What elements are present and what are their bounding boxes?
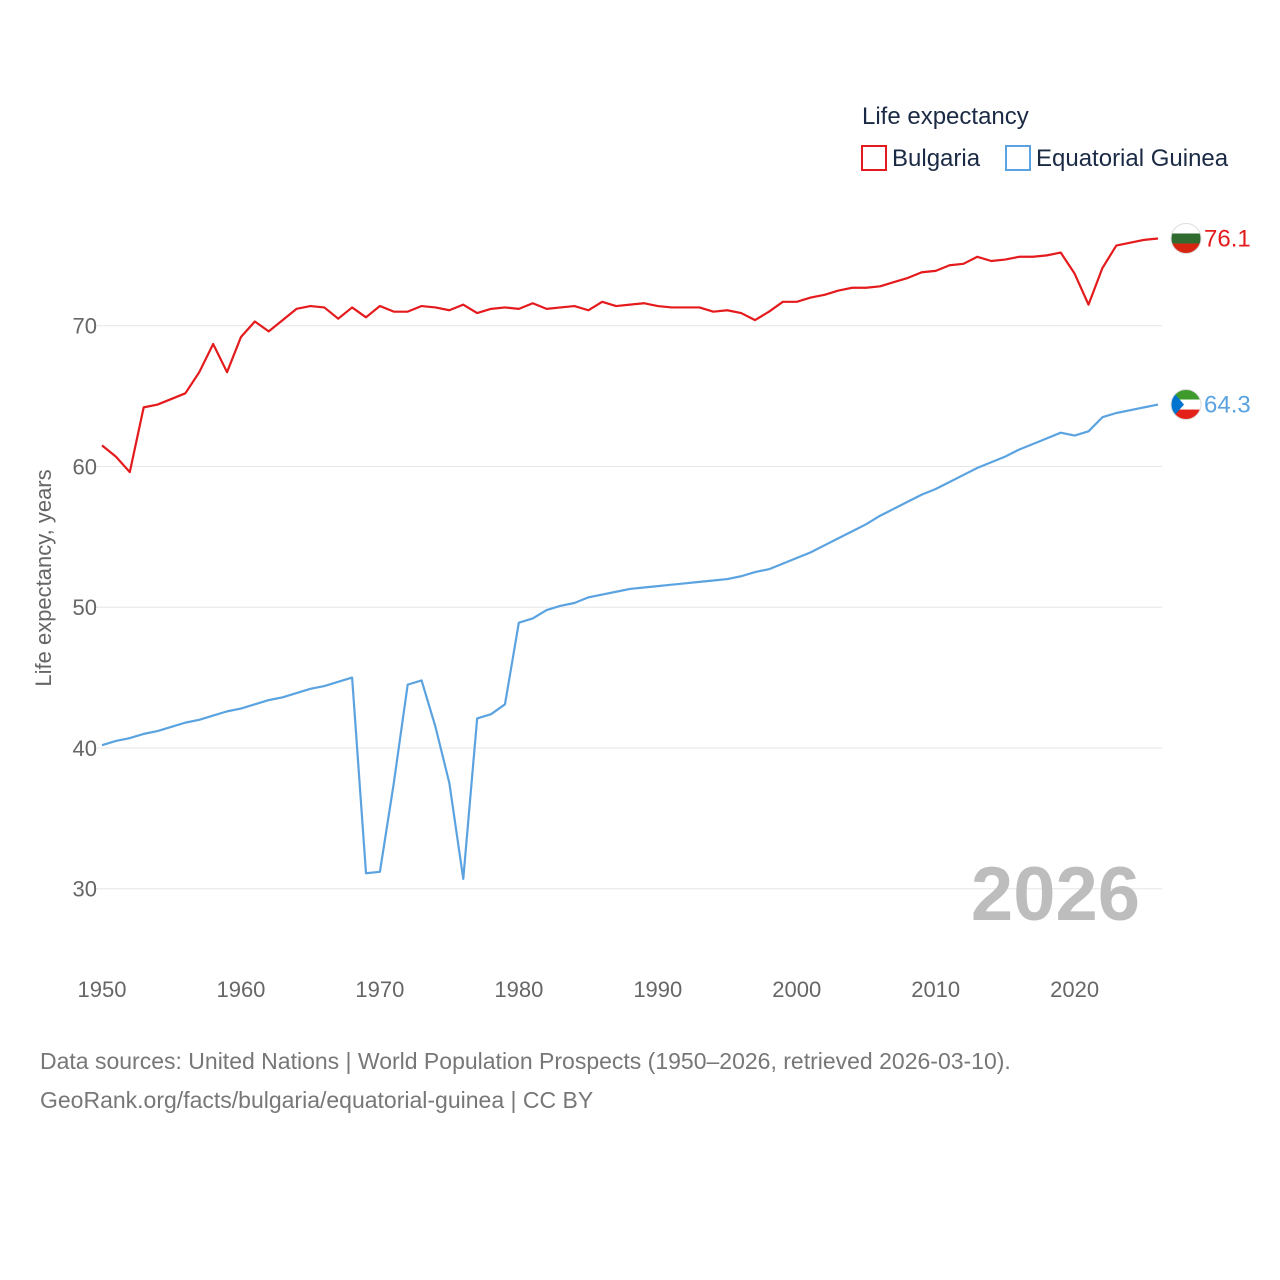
end-label-equatorial-guinea: 64.3 — [1204, 392, 1251, 419]
life-expectancy-chart: 30 40 50 60 70 1950 1960 1970 1980 1990 2000 2010 2… — [31, 103, 1251, 1002]
source-note: Data sources: United Nations | World Pop… — [40, 1042, 1260, 1120]
series-line-equatorial-guinea[interactable] — [101, 403, 1159, 880]
year-stamp: 2026 — [971, 852, 1140, 937]
y-tick-30: 30 — [73, 877, 97, 902]
x-tick-2010: 2010 — [911, 977, 960, 1002]
series-lines — [101, 237, 1159, 880]
flag-equatorial-guinea-icon — [1170, 389, 1202, 421]
y-tick-70: 70 — [73, 314, 97, 339]
legend-label-equatorial-guinea: Equatorial Guinea — [1036, 145, 1229, 172]
end-label-bulgaria: 76.1 — [1204, 225, 1251, 252]
series-end-markers: 76.1 64.3 — [1170, 222, 1251, 421]
legend-label-bulgaria: Bulgaria — [892, 145, 981, 172]
grid — [96, 325, 1162, 890]
legend-item-bulgaria[interactable]: Bulgaria — [861, 145, 981, 172]
source-line-data: Data sources: United Nations | World Pop… — [40, 1048, 1011, 1074]
x-axis: 1950 1960 1970 1980 1990 2000 2010 2020 — [78, 977, 1100, 1002]
series-line-bulgaria[interactable] — [101, 237, 1159, 474]
legend: Life expectancy Bulgaria Equatorial Guin… — [861, 103, 1229, 172]
y-axis-label: Life expectancy, years — [31, 469, 56, 686]
x-tick-1990: 1990 — [633, 977, 682, 1002]
source-line-site[interactable]: GeoRank.org/facts/bulgaria/equatorial-gu… — [40, 1087, 594, 1113]
x-tick-1970: 1970 — [355, 977, 404, 1002]
x-tick-1980: 1980 — [494, 977, 543, 1002]
y-tick-60: 60 — [73, 454, 97, 479]
legend-item-equatorial-guinea[interactable]: Equatorial Guinea — [1005, 145, 1229, 172]
y-tick-50: 50 — [73, 595, 97, 620]
x-tick-1950: 1950 — [78, 977, 127, 1002]
x-tick-1960: 1960 — [216, 977, 265, 1002]
flag-bulgaria-icon — [1170, 222, 1202, 254]
y-axis: 30 40 50 60 70 — [73, 314, 97, 902]
legend-swatch-bulgaria — [861, 145, 887, 171]
x-tick-2000: 2000 — [772, 977, 821, 1002]
legend-swatch-equatorial-guinea — [1005, 145, 1031, 171]
legend-title: Life expectancy — [862, 103, 1029, 130]
y-tick-40: 40 — [73, 736, 97, 761]
x-tick-2020: 2020 — [1050, 977, 1099, 1002]
